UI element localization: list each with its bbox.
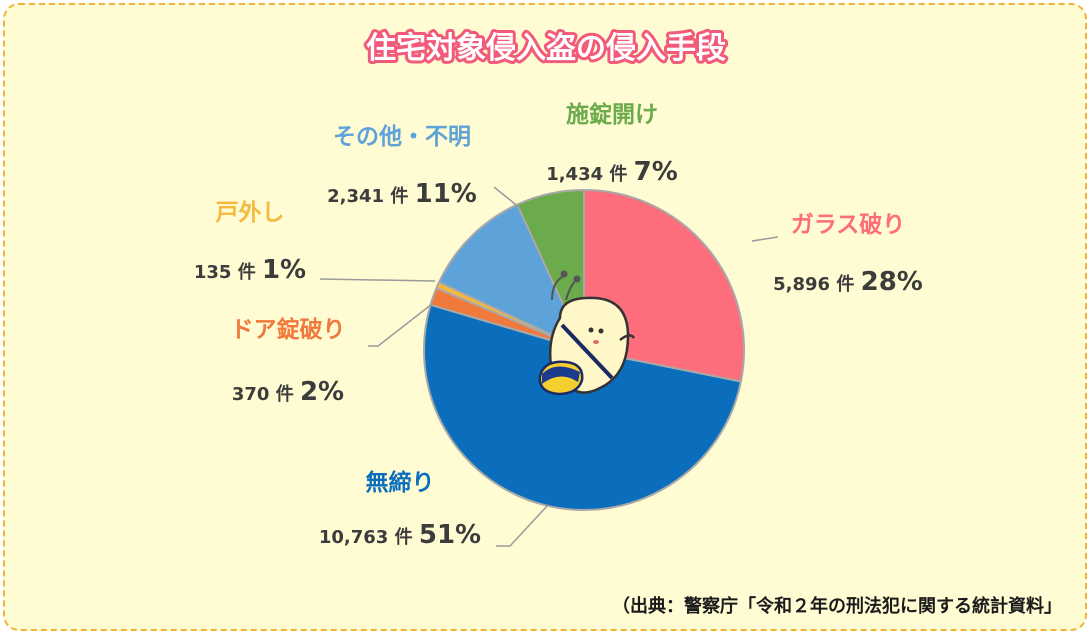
chart-title: 住宅対象侵入盗の侵入手段 <box>366 31 726 66</box>
label-door-removal: 戸外し <box>216 199 285 226</box>
value-label-unlocked: 10,763 件 51% <box>319 520 481 550</box>
label-glass: ガラス破り <box>791 211 906 238</box>
pie-slice-other <box>437 203 587 353</box>
source-note: （出典：警察庁「令和２年の刑法犯に関する統計資料」 <box>612 595 1062 617</box>
leader-line-glass <box>751 236 779 242</box>
leader-line-door-lock <box>368 303 433 347</box>
label-lock-picking: 施錠開け <box>566 101 658 128</box>
mascot-illustration <box>538 270 636 396</box>
value-label-door-lock: 370 件 2% <box>232 377 344 407</box>
value-label-door-removal: 135 件 1% <box>194 255 306 285</box>
leader-lines <box>319 186 779 547</box>
value-label-lock-picking: 1,434 件 7% <box>546 157 678 187</box>
leader-line-unlocked <box>496 504 549 547</box>
leader-line-other <box>493 186 521 209</box>
label-other: その他・不明 <box>333 124 471 150</box>
label-door-lock: ドア錠破り <box>231 316 346 343</box>
pie-slice-unlocked <box>423 303 743 511</box>
value-label-other: 2,341 件 11% <box>327 179 477 209</box>
leader-line-door-removal <box>319 278 436 282</box>
label-unlocked: 無締り <box>366 469 435 496</box>
slice-labels: ガラス破り 5,896 件 28% 無締り 10,763 件 51% ドア錠破り 370 … <box>194 101 923 550</box>
value-label-glass: 5,896 件 28% <box>773 267 923 297</box>
